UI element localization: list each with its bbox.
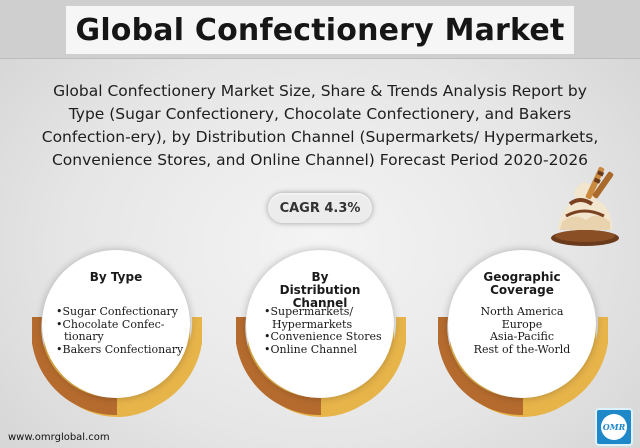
card-arc-decoration (32, 317, 202, 417)
list-item: Sugar Confectionary (56, 305, 190, 319)
list-item: Bakers Confectionary (56, 343, 190, 357)
card-list: Sugar Confectionary Chocolate Confec-tio… (56, 305, 190, 357)
list-item: Asia-Pacific (489, 330, 555, 343)
list-item: Rest of the-World (473, 342, 571, 356)
omr-logo-icon: OMR (595, 408, 633, 446)
list-item: Convenience Stores (264, 330, 398, 344)
list-item: Supermarkets/ Hypermarkets (264, 305, 398, 331)
card-arc-decoration (438, 317, 608, 417)
title-bar: Global Confectionery Market (0, 0, 640, 59)
card-list: North America Europe Asia-Pacific Rest o… (448, 305, 596, 356)
card-heading: Geographic Coverage (483, 270, 561, 297)
page-title: Global Confectionery Market (75, 12, 565, 48)
list-item: Online Channel (264, 343, 398, 357)
card-heading: By Type (89, 270, 143, 284)
type-card: By Type Sugar Confectionary Chocolate Co… (32, 250, 202, 417)
logo-text: OMR (601, 414, 627, 440)
list-item: Chocolate Confec-tionary (56, 318, 190, 344)
distribution-card: By Distribution Channel Supermarkets/ Hy… (236, 250, 406, 417)
ice-cream-sundae-icon (551, 166, 619, 246)
title-box: Global Confectionery Market (66, 6, 574, 54)
list-item: North America (480, 305, 564, 318)
list-item: Europe (501, 317, 543, 331)
report-subtitle: Global Confectionery Market Size, Share … (41, 82, 599, 169)
card-circle (448, 250, 596, 398)
card-list: Supermarkets/ Hypermarkets Convenience S… (264, 305, 398, 357)
footer-url[interactable]: www.omrglobal.com (8, 432, 110, 443)
cagr-badge: CAGR 4.3% (268, 193, 372, 223)
geography-card: Geographic Coverage North America Europe… (438, 250, 608, 417)
